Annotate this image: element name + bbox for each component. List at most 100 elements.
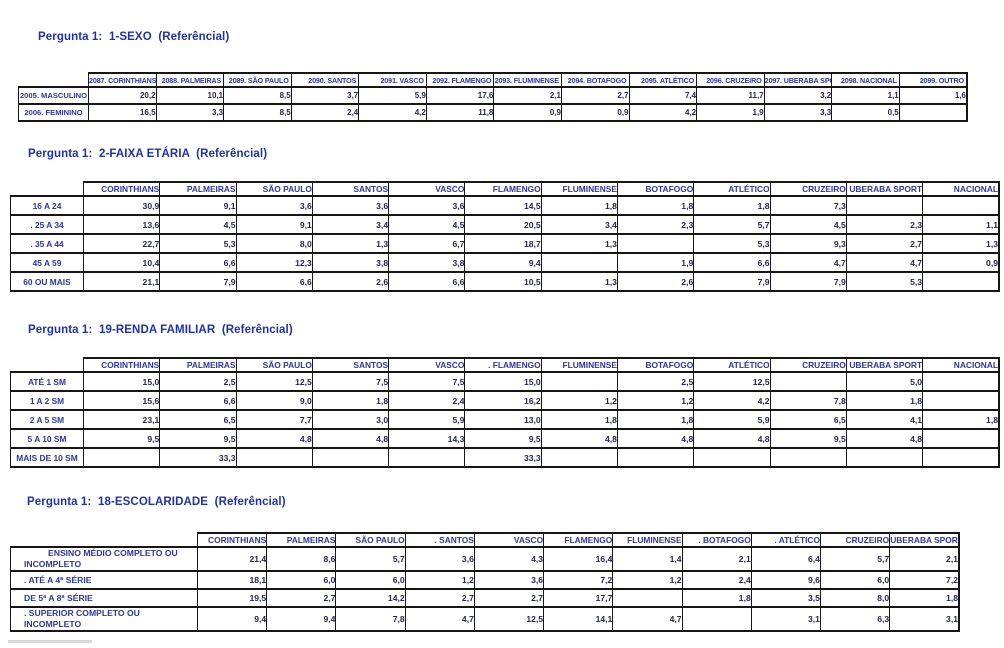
section-title-escolaridade: Pergunta 1: 18-ESCOLARIDADE (Referêncial…: [27, 496, 286, 508]
value-cell: 2,7: [560, 86, 630, 105]
value-cell: 12,3: [235, 252, 313, 273]
value-cell: 5,9: [693, 409, 771, 430]
value-cell: 14,1: [543, 606, 614, 632]
table-renda-familiar: CORINTHIANS PALMEIRAS SÃO PAULO SANTOS VASCO…: [10, 357, 1001, 468]
table-row: 1 A 2 SM 15,6 6,6 9,0 1,8 2,4 16,2 1,2 1,2 4,2 7,8…: [10, 390, 1001, 411]
value-cell: 1,8: [922, 409, 1001, 430]
table-row: MAIS DE 10 SM 33,3 33,3: [10, 447, 1001, 468]
column-header: UBERABA SPORT: [889, 532, 961, 548]
column-header: CORINTHIANS: [82, 181, 161, 197]
row-label: 45 A 59: [10, 252, 84, 273]
column-header: CORINTHIANS: [82, 357, 161, 373]
value-cell: 3,4: [540, 214, 618, 235]
value-cell: [612, 588, 683, 608]
value-cell: 8,0: [235, 233, 313, 254]
column-header: CRUZEIRO: [769, 357, 847, 373]
value-cell: 9,1: [159, 195, 237, 216]
value-cell: 0,5: [831, 103, 900, 122]
value-cell: 7,8: [335, 606, 406, 632]
value-cell: 4,8: [693, 428, 771, 449]
value-cell: 1,8: [616, 195, 695, 216]
value-cell: 3,8: [311, 252, 390, 273]
table-sexo: 2087. CORINTHIANS 2088. PALMEIRAS 2089. SÃ…: [18, 72, 968, 122]
value-cell: 19,5: [196, 588, 268, 608]
value-cell: 5,9: [358, 86, 427, 105]
value-cell: 3,8: [388, 252, 466, 273]
value-cell: 5,7: [693, 214, 771, 235]
value-cell: 0,9: [493, 103, 562, 122]
value-cell: 4,2: [628, 103, 698, 122]
table-grid: CORINTHIANS PALMEIRAS SÃO PAULO SANTOS VASCO…: [10, 181, 1001, 292]
table-row: 2006. FEMININO 16,5 3,3 8,5 2,4 4,2 11,8 0,9 0,9…: [18, 103, 968, 122]
column-header: 2090. SANTOS: [290, 72, 360, 88]
value-cell: 1,8: [845, 390, 924, 411]
value-cell: 16,4: [543, 546, 614, 572]
value-cell: 20,5: [464, 214, 542, 235]
column-header: 2094. BOTAFOGO: [560, 72, 630, 88]
value-cell: 1,3: [922, 233, 1001, 254]
row-label: . SUPERIOR COMPLETO OU INCOMPLETO: [10, 606, 198, 632]
value-cell: 3,1: [750, 606, 821, 632]
value-cell: 7,9: [159, 271, 237, 292]
value-cell: 1,3: [540, 233, 618, 254]
corner-cell: [11, 182, 84, 196]
value-cell: 5,3: [693, 233, 771, 254]
row-label: . ATÉ A 4ª SÉRIE: [10, 570, 198, 590]
value-cell: 10,5: [464, 271, 542, 292]
value-cell: [616, 447, 695, 468]
value-cell: 2,3: [616, 214, 695, 235]
column-header: CORINTHIANS: [196, 532, 268, 548]
table-row: ENSINO MÉDIO COMPLETO OU INCOMPLETO 21,4 8…: [10, 546, 961, 572]
value-cell: [922, 428, 1001, 449]
value-cell: 6,6: [388, 271, 466, 292]
table-faixa-etaria: CORINTHIANS PALMEIRAS SÃO PAULO SANTOS VASCO…: [10, 181, 1001, 292]
value-cell: 2,1: [493, 86, 562, 105]
column-header: . ATLÉTICO: [750, 532, 821, 548]
row-label: DE 5ª A 8ª SÉRIE: [10, 588, 198, 608]
value-cell: [540, 447, 618, 468]
table-row: . 35 A 44 22,7 5,3 8,0 1,3 6,7 18,7 1,3 5,3 9,3 2,…: [10, 233, 1001, 254]
value-cell: 7,4: [628, 86, 698, 105]
value-cell: 7,5: [388, 371, 466, 392]
value-cell: 9,6: [750, 570, 821, 590]
corner-cell: [11, 533, 198, 547]
value-cell: 1,8: [311, 390, 390, 411]
value-cell: 13,6: [82, 214, 161, 235]
value-cell: 7,5: [311, 371, 390, 392]
value-cell: 8,6: [266, 546, 337, 572]
value-cell: 2,3: [845, 214, 924, 235]
value-cell: 12,5: [235, 371, 313, 392]
table-row: 2005. MASCULINO 20,2 10,1 8,5 3,7 5,9 17,6 2,1 2…: [18, 86, 968, 105]
value-cell: 8,0: [819, 588, 891, 608]
value-cell: [845, 447, 924, 468]
value-cell: 22,7: [82, 233, 161, 254]
value-cell: 4,5: [769, 214, 847, 235]
value-cell: 4,5: [159, 214, 237, 235]
value-cell: 7,2: [543, 570, 614, 590]
value-cell: [922, 390, 1001, 411]
column-header: 2095. ATLÉTICO: [628, 72, 698, 88]
column-header: 2088. PALMEIRAS: [155, 72, 225, 88]
column-header: 2091. VASCO: [358, 72, 427, 88]
column-header: 2097. UBERABA SPORT: [763, 72, 833, 88]
column-header: NACIONAL: [922, 181, 1001, 197]
value-cell: [82, 447, 161, 468]
value-cell: [845, 195, 924, 216]
column-header: . SANTOS: [404, 532, 475, 548]
column-header: 2092. FLAMENGO: [425, 72, 495, 88]
value-cell: 9,0: [235, 390, 313, 411]
value-cell: 2,5: [159, 371, 237, 392]
value-cell: 3,6: [235, 195, 313, 216]
value-cell: 2,4: [388, 390, 466, 411]
value-cell: 6,5: [769, 409, 847, 430]
value-cell: 5,7: [819, 546, 891, 572]
table-row: 60 OU MAIS 21,1 7,9 6,6 2,6 6,6 10,5 1,3 2,6 7,9 7…: [10, 271, 1001, 292]
value-cell: 4,8: [616, 428, 695, 449]
value-cell: 11,7: [696, 86, 765, 105]
value-cell: 3,6: [404, 546, 475, 572]
value-cell: 1,8: [616, 409, 695, 430]
value-cell: 3,0: [311, 409, 390, 430]
value-cell: 10,1: [155, 86, 225, 105]
column-header: PALMEIRAS: [266, 532, 337, 548]
value-cell: 17,6: [425, 86, 495, 105]
